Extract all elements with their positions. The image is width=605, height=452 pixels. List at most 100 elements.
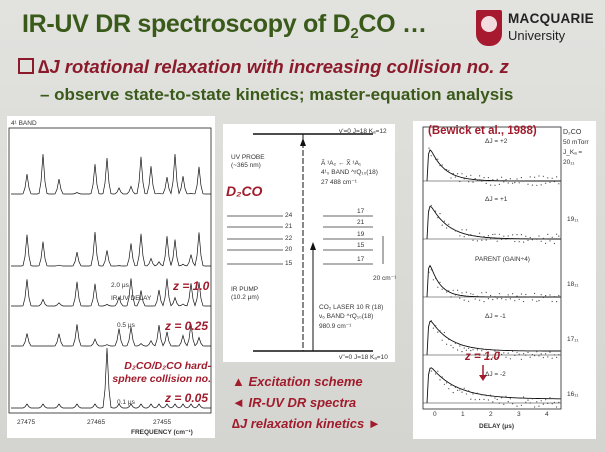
data-point: [496, 357, 498, 359]
data-point: [549, 240, 551, 242]
data-point: [514, 300, 516, 302]
data-point: [481, 394, 483, 396]
data-point: [459, 389, 461, 391]
data-point: [498, 402, 500, 404]
data-point: [542, 237, 544, 239]
data-point: [430, 155, 432, 157]
level-label: 19₁₁: [567, 216, 579, 223]
kinetics-trace: [426, 367, 561, 404]
data-point: [485, 291, 487, 293]
data-point: [514, 182, 516, 184]
data-point: [490, 184, 492, 186]
data-point: [487, 355, 489, 357]
z-label: z = 0.05: [165, 391, 209, 405]
data-point: [509, 298, 511, 300]
data-point: [553, 181, 555, 183]
data-point: [558, 354, 560, 356]
data-point: [481, 239, 483, 241]
data-point: [556, 406, 558, 408]
data-point: [441, 288, 443, 290]
data-point: [490, 294, 492, 297]
level-label: 18₁₁: [567, 281, 579, 288]
data-point: [540, 294, 542, 296]
data-point: [476, 349, 478, 351]
data-point: [432, 209, 434, 211]
data-point: [461, 229, 463, 231]
data-point: [527, 351, 529, 353]
data-point: [472, 181, 474, 183]
data-point: [487, 399, 489, 401]
data-point: [494, 350, 496, 352]
data-point: [534, 292, 536, 294]
data-point: [439, 330, 441, 332]
data-point: [432, 327, 434, 329]
data-point: [485, 395, 487, 397]
data-point: [514, 240, 516, 243]
data-point: [509, 178, 511, 180]
data-point: [448, 170, 450, 172]
data-point: [516, 178, 518, 180]
data-point: [547, 356, 549, 358]
data-point: [452, 172, 454, 175]
data-point: [474, 354, 476, 356]
data-point: [448, 223, 450, 225]
data-point: [540, 353, 542, 355]
data-point: [516, 405, 518, 407]
data-point: [553, 354, 555, 356]
data-point: [448, 338, 450, 340]
data-point: [487, 298, 489, 300]
data-point: [523, 180, 525, 182]
data-point: [527, 239, 529, 241]
data-point: [534, 176, 536, 178]
data-point: [454, 230, 456, 232]
data-point: [465, 291, 467, 293]
data-point: [507, 294, 509, 296]
band-label: 4¹ BAND: [11, 120, 37, 127]
data-point: [435, 277, 437, 279]
data-point: [468, 181, 470, 183]
data-point: [529, 176, 531, 178]
data-point: [470, 293, 472, 295]
caption-kinetics: ∆J relaxation kinetics ►: [232, 416, 381, 431]
data-point: [474, 178, 476, 180]
data-point: [540, 400, 542, 402]
data-point: [503, 352, 505, 354]
data-point: [492, 299, 494, 301]
ir-pump-label: IR PUMP: [231, 286, 259, 293]
data-point: [446, 169, 448, 171]
data-point: [527, 399, 529, 401]
data-point: [459, 235, 461, 237]
x-tick-label: 27475: [17, 419, 36, 426]
data-point: [490, 348, 492, 351]
data-point: [507, 235, 509, 237]
kinetics-trace: [426, 205, 561, 240]
data-point: [549, 294, 551, 296]
data-point: [501, 176, 503, 178]
data-point: [490, 238, 492, 240]
data-point: [531, 299, 533, 301]
data-point: [503, 181, 505, 183]
data-point: [536, 300, 538, 302]
data-point: [542, 296, 544, 299]
data-point: [549, 397, 551, 399]
data-point: [542, 403, 544, 405]
data-point: [538, 300, 540, 302]
data-point: [545, 399, 547, 401]
level-label: 16₁₁: [567, 391, 579, 398]
data-point: [556, 233, 558, 235]
data-point: [547, 233, 549, 235]
data-point: [549, 351, 551, 353]
data-point: [479, 175, 481, 177]
species-info: D₂CO: [563, 129, 582, 136]
data-point: [553, 401, 555, 404]
data-point: [551, 357, 553, 359]
spectrum-trace: [11, 153, 211, 195]
z-marker-arrowhead: [479, 375, 487, 381]
data-point: [534, 406, 536, 408]
data-point: [558, 235, 560, 237]
data-point: [547, 296, 549, 298]
data-point: [498, 233, 500, 235]
data-point: [529, 356, 531, 358]
data-point: [483, 354, 485, 356]
data-point: [443, 331, 445, 334]
